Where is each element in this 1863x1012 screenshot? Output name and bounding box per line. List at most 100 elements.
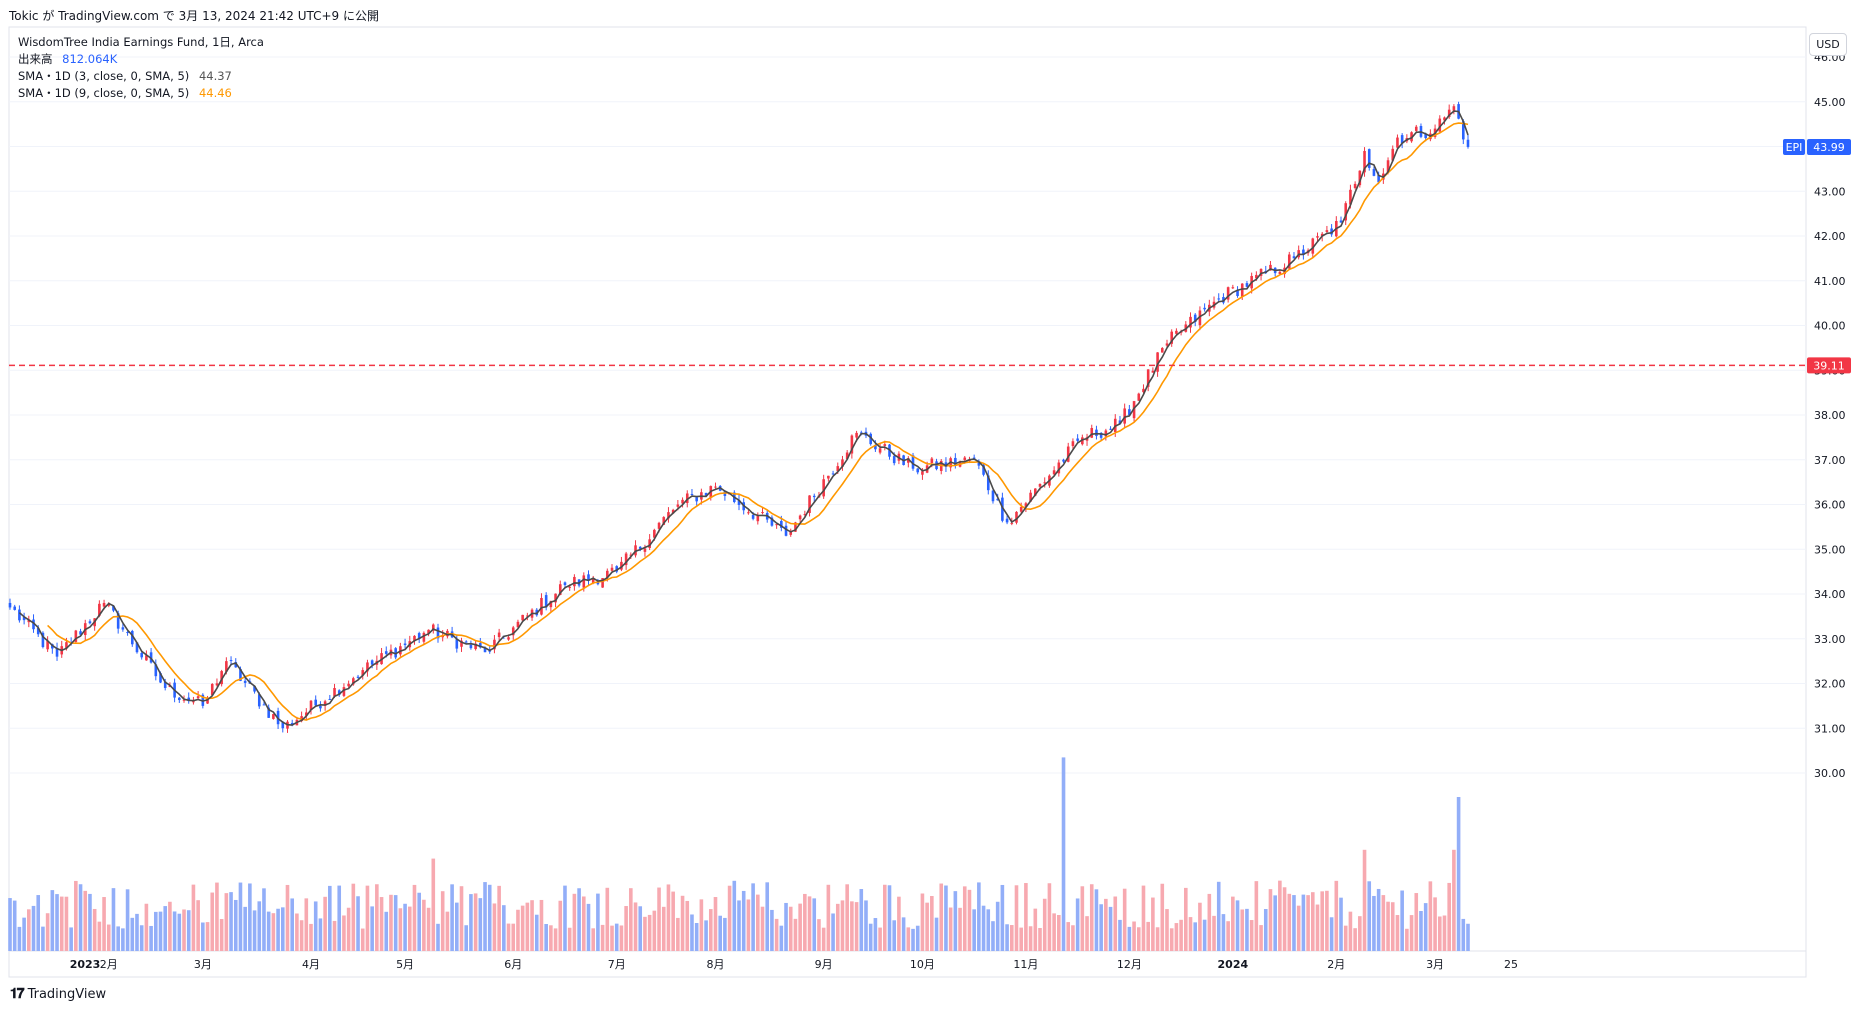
candle-body xyxy=(784,525,788,536)
volume-bar xyxy=(756,894,760,951)
currency-button[interactable]: USD xyxy=(1809,33,1847,56)
candle-body xyxy=(1146,369,1150,387)
candle-body xyxy=(220,671,223,685)
candle-body xyxy=(1203,307,1206,310)
time-tick-label: 2023 xyxy=(70,958,101,971)
candle-body xyxy=(13,606,17,610)
volume-bar xyxy=(398,908,403,951)
candle-body xyxy=(1170,331,1173,344)
volume-bar xyxy=(680,895,685,951)
time-tick-label: 5月 xyxy=(396,958,414,971)
candle-body xyxy=(361,670,365,676)
volume-bar xyxy=(850,901,854,951)
footer-brand[interactable]: 𝟏𝟕 TradingView xyxy=(10,986,106,1002)
volume-bar xyxy=(116,926,120,951)
volume-bar xyxy=(280,907,285,951)
candle-body xyxy=(921,471,924,475)
volume-bar xyxy=(1296,905,1301,951)
candle-body xyxy=(916,468,920,473)
volume-bar xyxy=(897,896,901,951)
volume-bar xyxy=(487,884,492,951)
volume-bar xyxy=(1376,888,1381,951)
volume-bar xyxy=(718,915,722,951)
volume-bar xyxy=(379,897,384,951)
candle-body xyxy=(540,597,543,615)
volume-bar xyxy=(1325,890,1329,951)
candle-body xyxy=(845,452,849,460)
volume-bar xyxy=(511,923,516,951)
volume-bar xyxy=(1433,897,1437,951)
volume-bar xyxy=(1038,927,1042,951)
volume-bar xyxy=(638,906,643,951)
price-tick-label: 37.00 xyxy=(1814,454,1846,467)
volume-bar xyxy=(854,902,859,951)
time-tick-label: 2月 xyxy=(1327,958,1345,971)
legend-sma-fast[interactable]: SMA・1D (3, close, 0, SMA, 5) 44.37 xyxy=(18,68,232,84)
time-tick-label: 2024 xyxy=(1218,958,1249,971)
candle-body xyxy=(178,697,181,701)
candle-body xyxy=(1320,233,1324,237)
candle-body xyxy=(1099,432,1103,438)
candle-body xyxy=(1123,408,1126,424)
price-tick-label: 40.00 xyxy=(1814,320,1846,333)
legend-sma-slow[interactable]: SMA・1D (9, close, 0, SMA, 5) 44.46 xyxy=(18,85,232,101)
price-tags: EPI 43.99 39.11 xyxy=(1783,138,1851,374)
volume-bar xyxy=(88,893,92,951)
candle-body xyxy=(1363,150,1366,173)
volume-bar xyxy=(948,907,953,951)
volume-bar xyxy=(1193,922,1198,951)
volume-bar xyxy=(130,917,135,951)
volume-bar xyxy=(1428,881,1433,951)
volume-bar xyxy=(770,909,774,951)
candle-body xyxy=(587,574,590,581)
candle-body xyxy=(102,602,106,607)
candle-body xyxy=(620,561,623,570)
candle-body xyxy=(892,456,896,464)
volume-bar xyxy=(1386,901,1390,951)
volume-bar xyxy=(1461,918,1466,951)
volume-bar xyxy=(318,918,323,951)
volume-bar xyxy=(1414,893,1419,951)
sma-slow-line xyxy=(47,122,1469,721)
time-tick-label: 4月 xyxy=(302,958,320,971)
candle-body xyxy=(417,633,421,639)
volume-bar xyxy=(1254,881,1259,951)
volume-bar xyxy=(666,884,671,951)
time-axis[interactable]: 2023 2月 3月 4月 5月 6月 7月 8月 9月 10月 11月 12月 2024 2月 3月 25 xyxy=(70,958,1518,971)
volume-bar xyxy=(1089,884,1094,951)
volume-bar xyxy=(1231,896,1235,951)
candle-body xyxy=(638,546,642,549)
candle-body xyxy=(1109,428,1112,430)
price-tick-label: 32.00 xyxy=(1814,678,1846,691)
volume-bar xyxy=(944,885,948,951)
volume-bar xyxy=(1452,849,1456,951)
volume-bar xyxy=(788,906,793,951)
sma-slow-label: SMA・1D (9, close, 0, SMA, 5) xyxy=(18,86,190,100)
price-tick-label: 42.00 xyxy=(1814,230,1846,243)
volume-bar xyxy=(1184,887,1188,951)
volume-bar xyxy=(883,884,887,951)
volume-bar xyxy=(1216,881,1221,951)
volume-bar xyxy=(1160,883,1165,951)
volume-bar xyxy=(431,858,436,951)
volume-bar xyxy=(1094,889,1099,951)
volume-bar xyxy=(252,910,257,951)
volume-bar xyxy=(1263,909,1268,951)
price-axis[interactable]: 46.0045.0044.0043.0042.0041.0040.0039.00… xyxy=(1814,51,1846,780)
candle-body xyxy=(272,714,275,719)
volume-bar xyxy=(121,928,125,951)
volume-bar xyxy=(1456,797,1461,951)
legend-symbol[interactable]: WisdomTree India Earnings Fund, 1日, Arca xyxy=(18,34,264,50)
volume-bar xyxy=(812,898,817,951)
candle-body xyxy=(1269,264,1272,271)
candle-body xyxy=(827,475,830,479)
candle-body xyxy=(239,668,242,681)
volume-bar xyxy=(991,921,995,951)
legend-volume[interactable]: 出来高 812.064K xyxy=(18,51,117,67)
volume-bar xyxy=(591,928,595,951)
time-tick-label: 10月 xyxy=(910,958,935,971)
candle-body xyxy=(431,624,435,631)
volume-bar xyxy=(953,891,958,951)
candle-body xyxy=(1001,497,1004,521)
